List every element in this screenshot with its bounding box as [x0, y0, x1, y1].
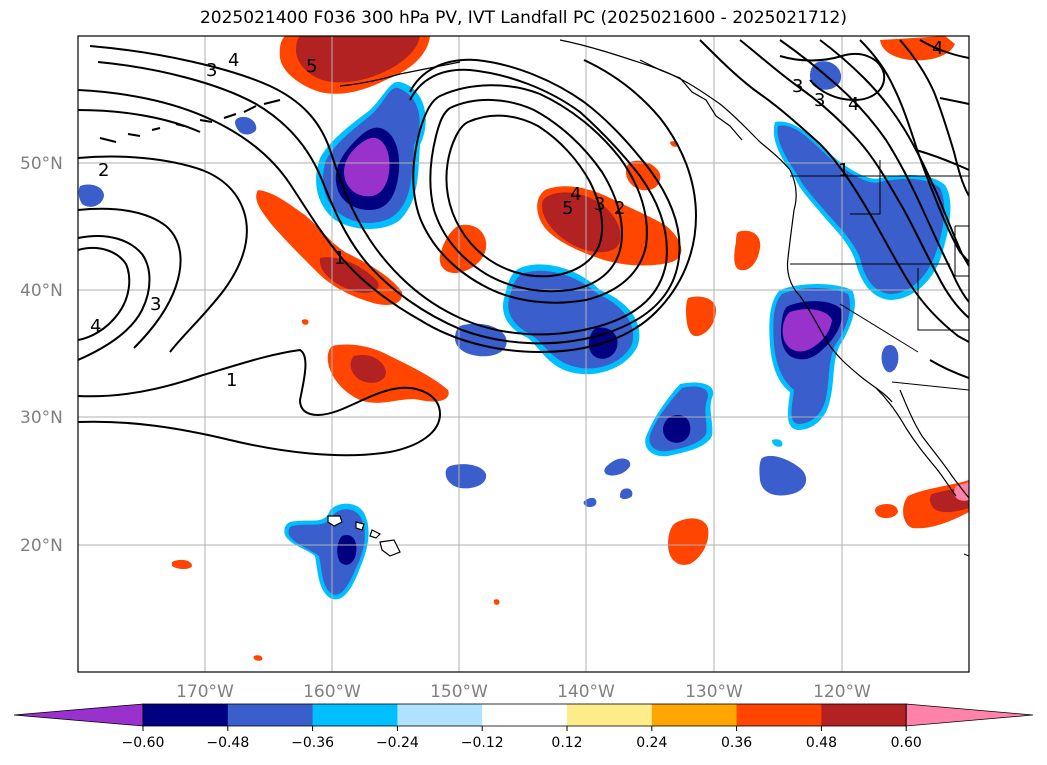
colorbar-tick-label: 0.24 [636, 735, 667, 751]
colorbar-segment [651, 704, 738, 726]
colorbar-tick-label: 0.60 [891, 735, 922, 751]
colorbar-segment [312, 704, 398, 726]
colorbar-tick-label: −0.60 [122, 735, 165, 751]
lon-label: 130°W [685, 682, 743, 702]
contour-label: 1 [226, 370, 237, 391]
colorbar-segment [736, 704, 822, 726]
contour-label: 3 [150, 294, 161, 315]
colorbar-segment [397, 704, 483, 726]
colorbar-tick-label: −0.12 [461, 735, 504, 751]
latitude-labels: 50°N 40°N 30°N 20°N [20, 154, 63, 556]
colorbar-outline [142, 703, 907, 727]
contour-label: 4 [228, 50, 239, 71]
coastlines [99, 39, 969, 557]
figure-title: 2025021400 F036 300 hPa PV, IVT Landfall… [199, 8, 847, 28]
longitude-labels: 170°W 160°W 150°W 140°W 130°W 120°W [176, 682, 871, 702]
contour-label: 1 [838, 160, 849, 181]
colorbar-tick-label: 0.36 [721, 735, 752, 751]
colorbar-segment [567, 704, 653, 726]
colorbar-segment [227, 704, 314, 726]
contour-label: 2 [98, 160, 109, 181]
contour-label: 4 [932, 38, 943, 59]
pv-contours [78, 39, 969, 457]
contour-labels: 2 3 4 3 4 1 1 5 3 4 5 4 3 1 4 3 2 [90, 38, 943, 391]
lon-label: 140°W [557, 682, 615, 702]
lat-label: 40°N [20, 281, 63, 301]
map-content: 2 3 4 3 4 1 1 5 3 4 5 4 3 1 4 3 2 [78, 36, 969, 672]
contour-label: 3 [206, 60, 217, 81]
colorbar-segment [143, 704, 229, 726]
lat-label: 50°N [20, 154, 63, 174]
contour-label: 3 [594, 194, 605, 215]
colorbar: −0.60 −0.48 −0.36 −0.24 −0.12 0.12 0.24 0.36 0.4… [13, 703, 1034, 751]
lon-label: 170°W [176, 682, 234, 702]
colorbar-tick-label: 0.48 [806, 735, 837, 751]
graticule [78, 36, 969, 672]
contour-label: 3 [792, 76, 803, 97]
contour-label: 3 [814, 90, 825, 111]
contour-label: 4 [90, 316, 101, 337]
colorbar-extend-max [905, 703, 1034, 727]
colorbar-segment [821, 704, 907, 726]
colorbar-extend-min [13, 703, 144, 727]
colorbar-tick-label: −0.24 [376, 735, 419, 751]
contour-label: 1 [334, 248, 345, 269]
lon-label: 150°W [430, 682, 488, 702]
contour-label: 4 [848, 94, 859, 115]
lat-label: 20°N [20, 536, 63, 556]
contour-label: 5 [306, 56, 317, 77]
colorbar-tick-label: −0.48 [206, 735, 249, 751]
colorbar-segment [482, 704, 568, 726]
lon-label: 160°W [303, 682, 361, 702]
lat-label: 30°N [20, 408, 63, 428]
lon-label: 120°W [813, 682, 871, 702]
map-frame [77, 35, 970, 673]
contour-label: 4 [570, 184, 581, 205]
colorbar-tick-label: 0.12 [551, 735, 582, 751]
colorbar-tick-label: −0.36 [291, 735, 334, 751]
positive-pv-regions [172, 36, 969, 661]
contour-label: 5 [562, 198, 573, 219]
contour-label: 2 [614, 198, 625, 219]
